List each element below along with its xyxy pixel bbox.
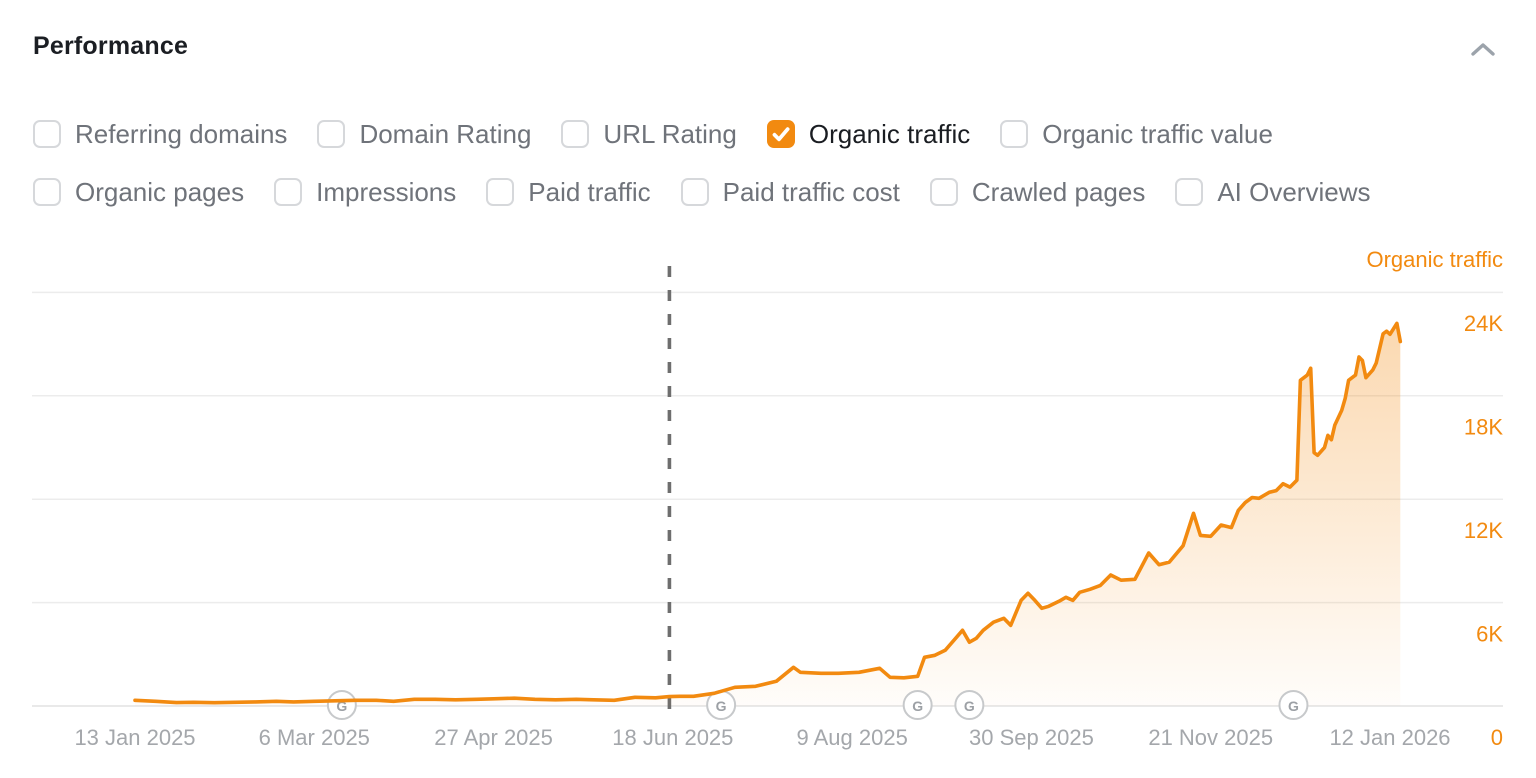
- x-tick-label: 9 Aug 2025: [796, 725, 907, 750]
- checkbox-icon[interactable]: [1175, 178, 1204, 206]
- checkbox-icon[interactable]: [486, 178, 515, 206]
- filter-label: URL Rating: [603, 118, 737, 149]
- google-update-letter: G: [912, 698, 923, 714]
- checkbox-icon[interactable]: [1000, 120, 1029, 148]
- filter-organic-traffic[interactable]: Organic traffic: [766, 118, 971, 150]
- checkbox-icon[interactable]: [929, 178, 958, 206]
- checkbox-icon[interactable]: [33, 120, 61, 148]
- google-update-circle: [902, 690, 933, 720]
- y-tick-label: 18K: [1464, 415, 1503, 440]
- x-tick-label: 18 Jun 2025: [612, 725, 733, 750]
- chevron-up-icon: [1471, 42, 1495, 56]
- filter-label: Organic traffic value: [1042, 118, 1273, 149]
- filter-domain-rating[interactable]: Domain Rating: [317, 119, 531, 150]
- metric-filters: Referring domains Domain Rating URL Rating…: [33, 117, 1520, 233]
- x-tick-label: 13 Jan 2025: [74, 725, 195, 750]
- page-title: Performance: [33, 32, 189, 60]
- filter-ai-overviews[interactable]: AI Overviews: [1175, 177, 1370, 208]
- checkbox-checked-icon[interactable]: [766, 120, 795, 148]
- checkbox-icon[interactable]: [317, 120, 346, 148]
- y-tick-label: 24K: [1464, 311, 1503, 336]
- filter-organic-pages[interactable]: Organic pages: [33, 177, 244, 208]
- checkbox-icon[interactable]: [274, 178, 303, 206]
- filter-label: Domain Rating: [359, 118, 532, 149]
- y-tick-label: 6K: [1476, 621, 1503, 646]
- x-tick-label: 30 Sep 2025: [969, 725, 1094, 750]
- y-tick-label: 0: [1491, 725, 1503, 750]
- filter-label: Paid traffic cost: [722, 176, 900, 207]
- chart-legend-label: Organic traffic: [1366, 247, 1503, 272]
- filter-label: Crawled pages: [971, 176, 1146, 207]
- organic-traffic-chart[interactable]: 0 6K 12K 18K 24K 13 Jan 2025 6 Mar 2025 27 Apr …: [0, 240, 1536, 778]
- google-update-circle: [1278, 690, 1309, 720]
- filter-url-rating[interactable]: URL Rating: [561, 118, 737, 150]
- google-update-marker[interactable]: G: [326, 690, 357, 720]
- x-tick-label: 6 Mar 2025: [259, 725, 370, 750]
- google-update-circle: [326, 690, 357, 720]
- x-tick-label: 27 Apr 2025: [434, 725, 553, 750]
- filter-label: Organic traffic: [808, 118, 971, 149]
- filter-row-1: Referring domains Domain Rating URL Rating…: [33, 117, 1520, 151]
- filter-label: Impressions: [316, 176, 457, 207]
- filter-label: AI Overviews: [1217, 176, 1371, 207]
- google-update-letter: G: [716, 698, 727, 714]
- google-update-marker[interactable]: G: [1278, 690, 1309, 720]
- filter-paid-traffic[interactable]: Paid traffic: [486, 176, 651, 208]
- google-update-marker[interactable]: G: [902, 690, 933, 720]
- filter-organic-traffic-value[interactable]: Organic traffic value: [1000, 119, 1273, 150]
- traffic-area: [135, 323, 1401, 706]
- x-tick-label: 21 Nov 2025: [1148, 725, 1273, 750]
- filter-crawled-pages[interactable]: Crawled pages: [929, 176, 1146, 208]
- google-update-circle: [954, 690, 985, 720]
- traffic-line: [133, 321, 1403, 705]
- checkbox-icon[interactable]: [561, 120, 590, 148]
- filter-paid-traffic-cost[interactable]: Paid traffic cost: [680, 176, 900, 208]
- google-update-letter: G: [1288, 698, 1299, 714]
- filter-label: Organic pages: [75, 176, 245, 207]
- checkbox-icon[interactable]: [33, 178, 61, 206]
- filter-row-2: Organic pages Impressions Paid traffic Paid…: [33, 175, 1520, 209]
- filter-label: Paid traffic: [528, 176, 651, 207]
- x-tick-label: 12 Jan 2026: [1329, 725, 1450, 750]
- filter-referring-domains[interactable]: Referring domains: [33, 119, 287, 150]
- google-update-letter: G: [336, 698, 347, 714]
- filter-label: Referring domains: [75, 118, 288, 149]
- filter-impressions[interactable]: Impressions: [274, 177, 456, 208]
- collapse-panel-button[interactable]: [1466, 34, 1500, 64]
- check-icon: [772, 127, 790, 142]
- google-update-letter: G: [964, 698, 975, 714]
- checkbox-icon[interactable]: [680, 178, 709, 206]
- google-update-marker[interactable]: G: [954, 690, 985, 720]
- y-tick-label: 12K: [1464, 518, 1503, 543]
